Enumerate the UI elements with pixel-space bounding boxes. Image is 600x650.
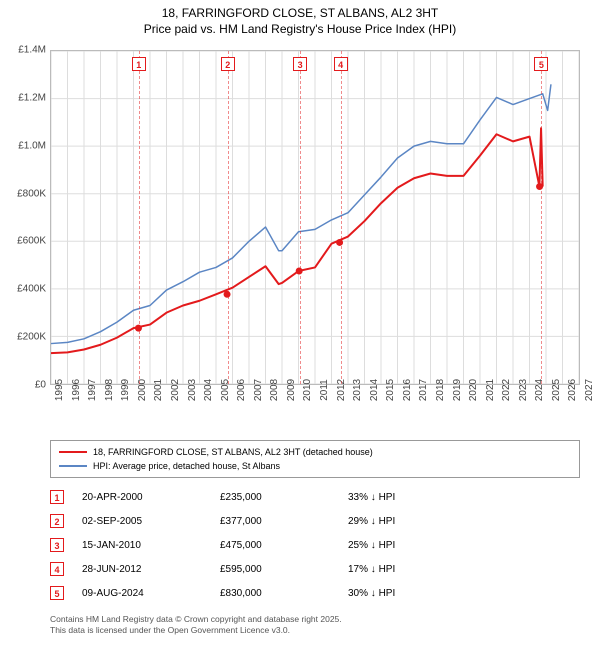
y-tick-label: £1.2M (18, 92, 46, 103)
marker-vline (228, 51, 229, 384)
chart-container: 18, FARRINGFORD CLOSE, ST ALBANS, AL2 3H… (0, 0, 600, 650)
x-tick-label: 2024 (534, 379, 545, 401)
y-tick-label: £0 (35, 380, 46, 391)
marker-box: 4 (334, 57, 348, 71)
sale-row: 3 15-JAN-2010 £475,000 25% ↓ HPI (50, 533, 580, 557)
x-tick-label: 2004 (203, 379, 214, 401)
y-tick-label: £1.4M (18, 45, 46, 56)
y-tick-label: £200K (17, 332, 46, 343)
legend: 18, FARRINGFORD CLOSE, ST ALBANS, AL2 3H… (50, 440, 580, 478)
sale-number: 5 (50, 586, 64, 600)
footer-line-1: Contains HM Land Registry data © Crown c… (50, 614, 580, 625)
x-tick-label: 2005 (220, 379, 231, 401)
x-tick-label: 2022 (501, 379, 512, 401)
x-tick-label: 1995 (54, 379, 65, 401)
footer-line-2: This data is licensed under the Open Gov… (50, 625, 580, 636)
sale-pct: 25% ↓ HPI (348, 540, 580, 551)
legend-label: 18, FARRINGFORD CLOSE, ST ALBANS, AL2 3H… (93, 447, 373, 457)
legend-label: HPI: Average price, detached house, St A… (93, 461, 280, 471)
marker-vline (300, 51, 301, 384)
title-block: 18, FARRINGFORD CLOSE, ST ALBANS, AL2 3H… (0, 0, 600, 39)
chart-svg (51, 51, 579, 384)
y-tick-label: £800K (17, 188, 46, 199)
sale-date: 09-AUG-2024 (82, 588, 202, 599)
sale-row: 4 28-JUN-2012 £595,000 17% ↓ HPI (50, 557, 580, 581)
x-tick-label: 2008 (269, 379, 280, 401)
sale-number: 3 (50, 538, 64, 552)
x-tick-label: 2003 (187, 379, 198, 401)
sale-row: 1 20-APR-2000 £235,000 33% ↓ HPI (50, 485, 580, 509)
x-tick-label: 2020 (468, 379, 479, 401)
marker-vline (541, 51, 542, 384)
marker-box: 2 (221, 57, 235, 71)
sale-number: 2 (50, 514, 64, 528)
x-tick-label: 2002 (170, 379, 181, 401)
x-tick-label: 1997 (87, 379, 98, 401)
sale-price: £377,000 (220, 516, 330, 527)
sale-table: 1 20-APR-2000 £235,000 33% ↓ HPI 2 02-SEP-200… (50, 485, 580, 605)
x-tick-label: 1999 (120, 379, 131, 401)
sale-date: 20-APR-2000 (82, 492, 202, 503)
x-tick-label: 2013 (352, 379, 363, 401)
marker-box: 5 (534, 57, 548, 71)
y-tick-label: £1.0M (18, 140, 46, 151)
sale-number: 1 (50, 490, 64, 504)
sale-pct: 29% ↓ HPI (348, 516, 580, 527)
y-axis-labels: £0£200K£400K£600K£800K£1.0M£1.2M£1.4M (0, 50, 48, 385)
title-subtitle: Price paid vs. HM Land Registry's House … (0, 22, 600, 38)
sale-pct: 17% ↓ HPI (348, 564, 580, 575)
x-tick-label: 2007 (253, 379, 264, 401)
x-tick-label: 2015 (385, 379, 396, 401)
x-tick-label: 2027 (584, 379, 595, 401)
sale-pct: 30% ↓ HPI (348, 588, 580, 599)
x-tick-label: 2019 (452, 379, 463, 401)
sale-date: 15-JAN-2010 (82, 540, 202, 551)
x-tick-label: 2011 (319, 379, 330, 401)
x-tick-label: 2001 (153, 379, 164, 401)
sale-price: £475,000 (220, 540, 330, 551)
x-axis-labels: 1995199619971998199920002001200220032004… (50, 388, 580, 438)
y-tick-label: £600K (17, 236, 46, 247)
legend-swatch (59, 451, 87, 454)
x-tick-label: 1996 (71, 379, 82, 401)
sale-price: £595,000 (220, 564, 330, 575)
x-tick-label: 2018 (435, 379, 446, 401)
x-tick-label: 2009 (286, 379, 297, 401)
marker-box: 1 (132, 57, 146, 71)
legend-row: HPI: Average price, detached house, St A… (59, 459, 571, 473)
x-tick-label: 2026 (567, 379, 578, 401)
sale-number: 4 (50, 562, 64, 576)
legend-row: 18, FARRINGFORD CLOSE, ST ALBANS, AL2 3H… (59, 445, 571, 459)
sale-row: 2 02-SEP-2005 £377,000 29% ↓ HPI (50, 509, 580, 533)
marker-vline (139, 51, 140, 384)
y-tick-label: £400K (17, 284, 46, 295)
legend-swatch (59, 465, 87, 467)
sale-pct: 33% ↓ HPI (348, 492, 580, 503)
x-tick-label: 2016 (402, 379, 413, 401)
x-tick-label: 1998 (104, 379, 115, 401)
chart-area: 1 2 3 4 5 (50, 50, 580, 385)
x-tick-label: 2025 (551, 379, 562, 401)
sale-date: 02-SEP-2005 (82, 516, 202, 527)
footer: Contains HM Land Registry data © Crown c… (50, 614, 580, 636)
x-tick-label: 2023 (518, 379, 529, 401)
marker-vline (341, 51, 342, 384)
sale-date: 28-JUN-2012 (82, 564, 202, 575)
sale-price: £235,000 (220, 492, 330, 503)
sale-row: 5 09-AUG-2024 £830,000 30% ↓ HPI (50, 581, 580, 605)
title-address: 18, FARRINGFORD CLOSE, ST ALBANS, AL2 3H… (0, 6, 600, 22)
sale-price: £830,000 (220, 588, 330, 599)
x-tick-label: 2006 (236, 379, 247, 401)
x-tick-label: 2014 (369, 379, 380, 401)
x-tick-label: 2021 (485, 379, 496, 401)
x-tick-label: 2017 (418, 379, 429, 401)
marker-box: 3 (293, 57, 307, 71)
x-tick-label: 2010 (302, 379, 313, 401)
